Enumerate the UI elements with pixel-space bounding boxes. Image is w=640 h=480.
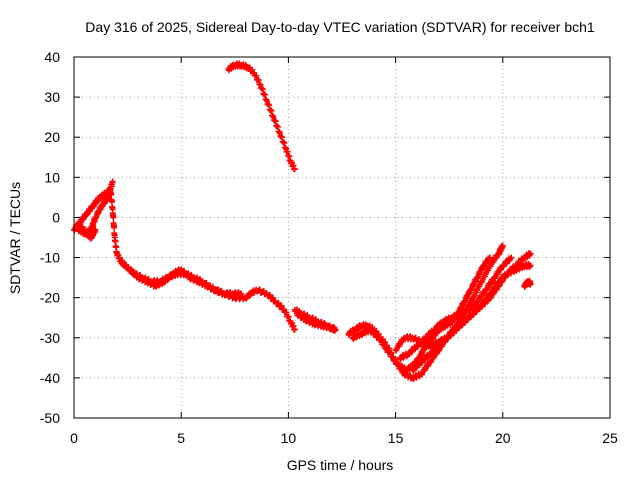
- data-point: [527, 262, 534, 269]
- x-tick-label: 20: [495, 430, 511, 446]
- y-tick-label: -50: [40, 410, 60, 426]
- data-point: [486, 254, 493, 261]
- data-point: [499, 242, 506, 249]
- data-point: [109, 178, 116, 185]
- y-tick-label: 20: [44, 129, 60, 145]
- x-tick-label: 0: [70, 430, 78, 446]
- x-tick-label: 15: [388, 430, 404, 446]
- series-arc-evening-4: [396, 254, 515, 363]
- data-point: [332, 326, 339, 333]
- series-arc-afternoon-2: [293, 310, 339, 334]
- y-tick-label: 40: [44, 49, 60, 65]
- y-tick-label: -30: [40, 330, 60, 346]
- data-point-trail: [111, 224, 118, 231]
- series-arc-high: [225, 60, 298, 173]
- x-tick-labels: 0 5 10 15 20 25: [70, 430, 618, 446]
- data-points: [71, 60, 534, 383]
- data-point: [291, 326, 298, 333]
- series-arc-a-early-3: [77, 222, 99, 242]
- y-tick-label: 10: [44, 169, 60, 185]
- x-tick-label: 5: [177, 430, 185, 446]
- data-point-trail: [110, 214, 117, 221]
- series-arc-main-day-2: [126, 266, 245, 299]
- y-tick-label: -20: [40, 290, 60, 306]
- chart-title: Day 316 of 2025, Sidereal Day-to-day VTE…: [85, 19, 595, 35]
- series-arc-late-iso: [521, 277, 534, 290]
- y-tick-label: 30: [44, 89, 60, 105]
- series-arc-evening-5: [409, 260, 534, 374]
- data-point: [508, 254, 515, 261]
- data-point: [238, 290, 245, 297]
- data-point: [527, 280, 534, 287]
- y-axis-label: SDTVAR / TECUs: [7, 182, 23, 294]
- data-point: [291, 166, 298, 173]
- data-point: [527, 250, 534, 257]
- x-tick-label: 10: [281, 430, 297, 446]
- y-tick-label: 0: [52, 209, 60, 225]
- axis-ticks: [73, 56, 611, 419]
- y-tick-labels: -50 -40 -30 -20 -10 0 10 20 30 40: [40, 49, 60, 426]
- data-point: [92, 226, 99, 233]
- x-axis-label: GPS time / hours: [287, 457, 394, 473]
- y-tick-label: -10: [40, 250, 60, 266]
- plot-frame: [73, 56, 611, 419]
- x-tick-label: 25: [602, 430, 618, 446]
- grid-layer: [74, 57, 610, 418]
- y-tick-label: -40: [40, 370, 60, 386]
